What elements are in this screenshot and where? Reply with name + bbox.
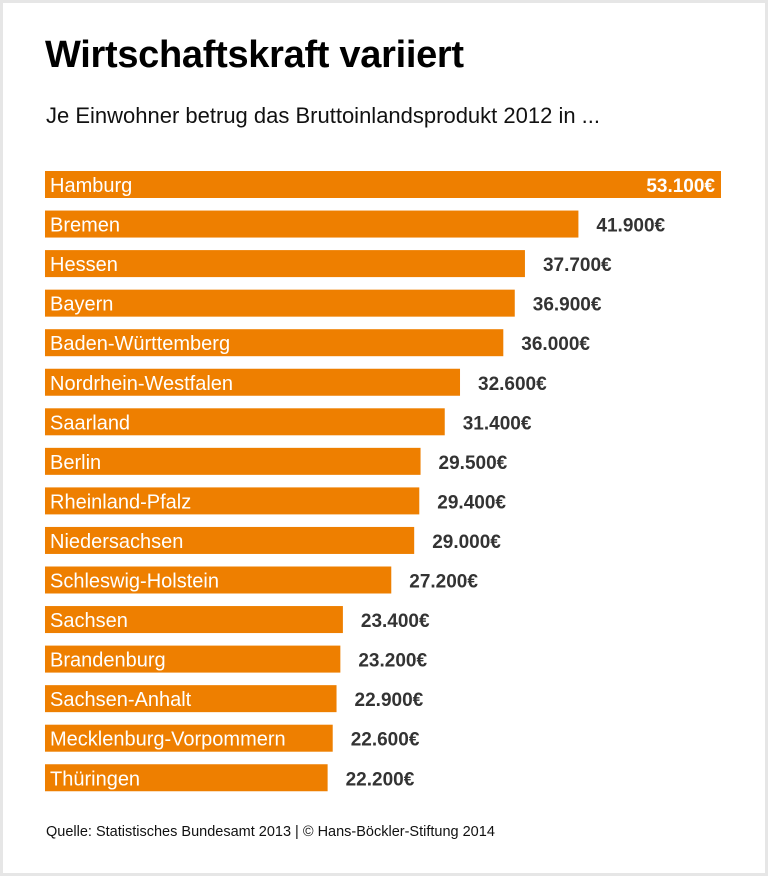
- bar: [45, 606, 343, 634]
- bar: [45, 566, 392, 594]
- value-label: 37.700€: [543, 255, 612, 276]
- category-label: Baden-Württemberg: [50, 333, 230, 355]
- category-label: Bayern: [50, 294, 113, 316]
- value-label: 29.500€: [439, 453, 508, 474]
- bar: [45, 447, 421, 475]
- value-label: 27.200€: [409, 572, 478, 593]
- bar: [45, 250, 525, 278]
- value-label: 36.900€: [533, 295, 602, 316]
- category-label: Hessen: [50, 254, 118, 276]
- bar: [45, 329, 504, 357]
- value-label: 23.400€: [361, 611, 430, 632]
- category-label: Mecklenburg-Vorpommern: [50, 729, 286, 751]
- category-label: Niedersachsen: [50, 531, 183, 553]
- category-label: Schleswig-Holstein: [50, 571, 219, 593]
- bar: [45, 368, 461, 396]
- category-label: Bremen: [50, 215, 120, 237]
- category-label: Berlin: [50, 452, 101, 474]
- chart-title: Wirtschaftskraft variiert: [45, 34, 464, 76]
- bar: [45, 645, 341, 673]
- category-label: Nordrhein-Westfalen: [50, 373, 233, 395]
- category-label: Sachsen: [50, 610, 128, 632]
- category-label: Thüringen: [50, 768, 140, 790]
- category-label: Saarland: [50, 412, 130, 434]
- category-label: Sachsen-Anhalt: [50, 689, 192, 711]
- value-label: 53.100€: [646, 176, 715, 197]
- value-label: 22.900€: [355, 690, 424, 711]
- value-label: 22.600€: [351, 730, 420, 751]
- value-label: 31.400€: [463, 413, 532, 434]
- value-label: 41.900€: [596, 216, 665, 237]
- category-label: Hamburg: [50, 175, 132, 197]
- bar: [45, 408, 445, 436]
- value-label: 36.000€: [521, 334, 590, 355]
- value-label: 29.400€: [437, 492, 506, 513]
- bar: [45, 210, 579, 238]
- bar: [45, 764, 328, 792]
- bar: [45, 724, 333, 752]
- category-label: Brandenburg: [50, 650, 166, 672]
- bar: [45, 171, 721, 198]
- chart-subtitle: Je Einwohner betrug das Bruttoinlandspro…: [46, 103, 601, 128]
- category-label: Rheinland-Pfalz: [50, 491, 191, 513]
- bar: [45, 685, 337, 713]
- value-label: 22.200€: [346, 769, 415, 790]
- bar: [45, 289, 515, 317]
- value-label: 23.200€: [358, 651, 427, 672]
- bar: [45, 487, 420, 515]
- value-label: 29.000€: [432, 532, 501, 553]
- source-note: Quelle: Statistisches Bundesamt 2013 | ©…: [46, 824, 495, 840]
- value-label: 32.600€: [478, 374, 547, 395]
- bar: [45, 526, 415, 554]
